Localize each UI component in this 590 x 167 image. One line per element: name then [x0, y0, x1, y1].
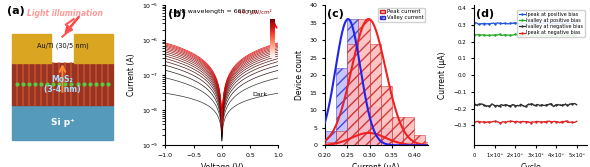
Ivalley at positive bias	[512, 33, 519, 35]
Ivalley at negative bias	[532, 105, 539, 107]
Legend: Ipeak at positive bias, Ivalley at positive bias, Ivalley at negative bias, Ipea: Ipeak at positive bias, Ivalley at posit…	[517, 10, 585, 37]
Bar	[369, 44, 381, 145]
Bar	[12, 105, 113, 140]
Ivalley at negative bias	[522, 106, 529, 108]
Bar	[403, 142, 414, 145]
Text: MoS₂
(3-4 nm): MoS₂ (3-4 nm)	[44, 75, 81, 94]
Ipeak at negative bias	[564, 121, 571, 123]
Ipeak at positive bias	[543, 21, 550, 23]
Ipeak at positive bias	[558, 22, 565, 24]
Bar	[369, 107, 381, 145]
X-axis label: Voltage (V): Voltage (V)	[201, 163, 243, 167]
Bar	[12, 62, 113, 105]
Ivalley at positive bias	[532, 34, 539, 36]
Legend: Peak current, Valley current: Peak current, Valley current	[378, 8, 425, 22]
Ipeak at negative bias	[573, 120, 581, 122]
Ipeak at positive bias	[532, 22, 539, 24]
Bar	[381, 86, 392, 145]
Ivalley at positive bias	[470, 34, 477, 36]
Ipeak at negative bias	[470, 121, 477, 123]
Ivalley at negative bias	[573, 104, 581, 106]
Ivalley at negative bias	[558, 105, 565, 107]
Text: Light wavelength = 660 nm: Light wavelength = 660 nm	[170, 9, 257, 14]
Bar	[336, 131, 347, 145]
Ivalley at positive bias	[573, 34, 581, 36]
Ipeak at positive bias	[476, 23, 483, 25]
Bar	[392, 117, 403, 145]
Ivalley at positive bias	[534, 35, 541, 37]
Text: Light illumination: Light illumination	[27, 9, 103, 18]
Bar	[358, 72, 369, 145]
Bar	[403, 117, 414, 145]
Bar	[325, 131, 336, 145]
Line: Ivalley at positive bias: Ivalley at positive bias	[473, 33, 578, 37]
Bar	[414, 135, 425, 145]
Line: Ivalley at negative bias: Ivalley at negative bias	[473, 102, 578, 108]
Bar	[347, 19, 358, 145]
Bar	[336, 68, 347, 145]
Line: Ipeak at negative bias: Ipeak at negative bias	[473, 120, 578, 124]
Bar	[425, 142, 437, 145]
Y-axis label: Device count: Device count	[295, 50, 304, 100]
Ipeak at positive bias	[471, 22, 478, 24]
Ivalley at positive bias	[532, 34, 539, 36]
Ipeak at positive bias	[532, 22, 539, 24]
Ivalley at negative bias	[532, 105, 539, 107]
Ivalley at negative bias	[571, 102, 578, 104]
Ipeak at negative bias	[471, 121, 478, 123]
Text: Si p⁺: Si p⁺	[51, 118, 74, 127]
X-axis label: Current (μA): Current (μA)	[352, 163, 400, 167]
Bar	[358, 19, 369, 145]
Ivalley at positive bias	[564, 34, 571, 36]
Ipeak at negative bias	[496, 122, 503, 124]
Ivalley at negative bias	[564, 104, 571, 106]
Line: Ipeak at positive bias: Ipeak at positive bias	[473, 21, 578, 25]
Ivalley at positive bias	[558, 34, 565, 36]
Ipeak at positive bias	[534, 22, 541, 24]
Bar	[381, 128, 392, 145]
Bar	[392, 138, 403, 145]
Ivalley at positive bias	[534, 35, 541, 37]
Ivalley at positive bias	[471, 34, 478, 36]
Ipeak at negative bias	[534, 121, 541, 123]
Ipeak at negative bias	[558, 121, 565, 123]
Bar	[325, 142, 336, 145]
Bar	[74, 34, 113, 62]
Ipeak at positive bias	[470, 22, 477, 24]
Text: (c): (c)	[327, 9, 344, 19]
Ivalley at negative bias	[470, 103, 477, 105]
Ipeak at positive bias	[564, 22, 571, 24]
Ipeak at negative bias	[532, 121, 539, 123]
Text: 440 μW/cm²: 440 μW/cm²	[238, 9, 271, 15]
Y-axis label: Current (A): Current (A)	[127, 54, 136, 97]
Bar	[347, 44, 358, 145]
X-axis label: Cycle: Cycle	[520, 163, 541, 167]
Ipeak at positive bias	[573, 22, 581, 24]
Ipeak at negative bias	[563, 120, 570, 122]
Ivalley at negative bias	[471, 103, 478, 105]
Text: Dark: Dark	[252, 92, 267, 97]
Text: (b): (b)	[168, 9, 186, 19]
Bar	[12, 34, 51, 62]
Ivalley at negative bias	[534, 104, 541, 106]
Y-axis label: Current (μA): Current (μA)	[438, 51, 447, 99]
Text: Au/Ti (30/5 nm): Au/Ti (30/5 nm)	[37, 42, 88, 49]
Ipeak at negative bias	[532, 121, 539, 123]
Text: (a): (a)	[7, 6, 25, 16]
Text: (d): (d)	[476, 9, 494, 19]
